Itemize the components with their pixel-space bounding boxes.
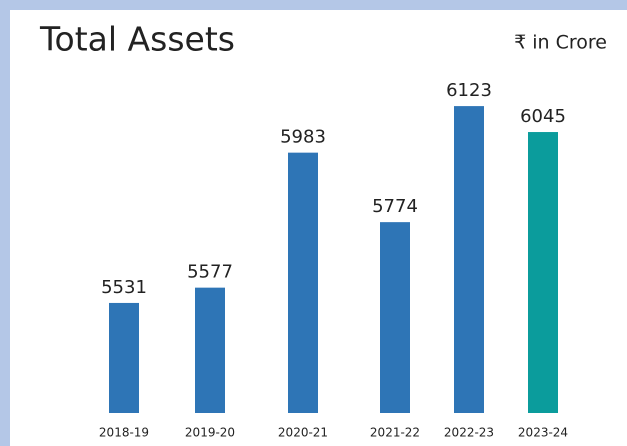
x-tick-label: 2020-21: [278, 426, 328, 440]
x-tick-label: 2022-23: [444, 426, 494, 440]
bar: [528, 132, 558, 413]
bar: [195, 287, 225, 413]
value-label: 6123: [446, 80, 492, 101]
unit-label: ₹ in Crore: [514, 32, 607, 54]
value-label: 5983: [280, 127, 326, 148]
x-tick-label: 2019-20: [185, 426, 235, 440]
bar: [109, 302, 139, 413]
x-tick-label: 2021-22: [370, 426, 420, 440]
value-label: 6045: [520, 106, 566, 127]
chart-title: Total Assets: [39, 20, 235, 59]
value-label: 5577: [187, 262, 233, 283]
x-tick-label: 2023-24: [518, 426, 568, 440]
bar: [288, 152, 318, 413]
value-label: 5531: [101, 277, 147, 298]
bar: [454, 106, 484, 413]
bar: [380, 222, 410, 413]
x-tick-label: 2018-19: [99, 426, 149, 440]
value-label: 5774: [372, 196, 418, 217]
